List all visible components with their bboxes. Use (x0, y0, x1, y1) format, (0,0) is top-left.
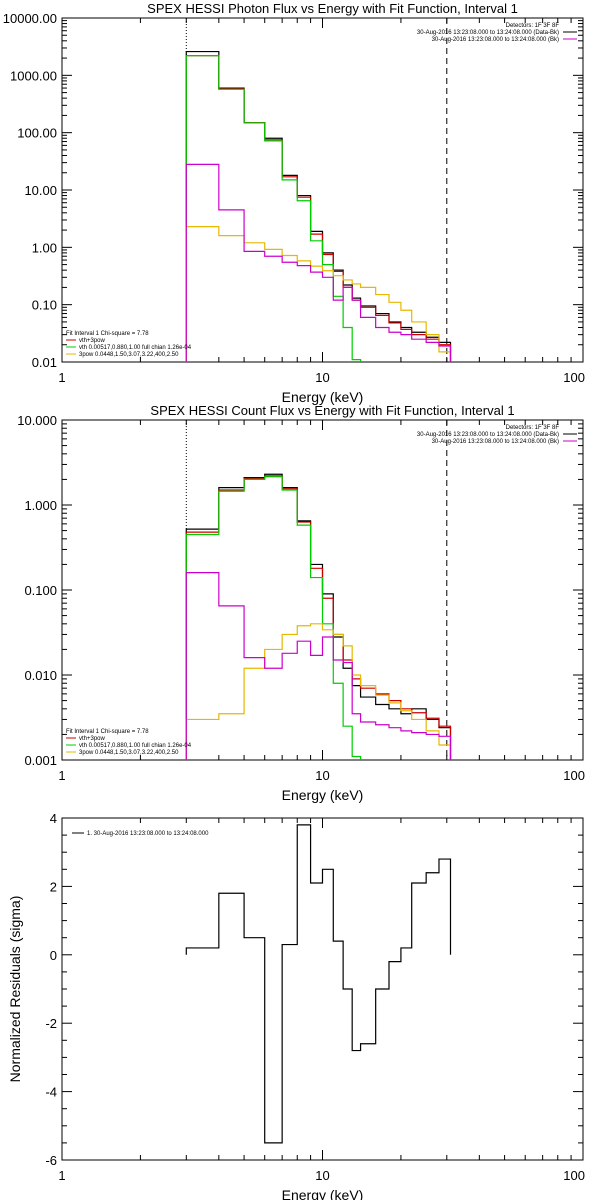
legend-entry: 1. 30-Aug-2016 13:23:08.000 to 13:24:08.… (87, 831, 209, 837)
y-axis: -6 -4 -2 0 2 4 Normalized Residuals (sigma) (7, 811, 583, 1168)
chart-panel-3: 1 10 100 Energy (keV) -6 -4 -2 0 2 4 Normalized Re… (7, 811, 585, 1200)
x-tick-label: 10 (315, 370, 329, 385)
x-axis-label: Energy (keV) (282, 1187, 364, 1200)
x-tick-label: 100 (563, 768, 585, 783)
y-tick-label: 1.00 (32, 240, 57, 255)
y-axis: 0.01 0.10 1.00 10.00 100.00 1000.00 10000.00 (3, 11, 583, 370)
legend-bottom-left: Fit Interval 1 Chi-square = 7.78vth+3pow… (66, 729, 192, 756)
legend-entry: 30-Aug-2016 13:23:08.000 to 13:24:08.000… (417, 432, 559, 438)
series-3pow-line (185, 623, 452, 760)
y-tick-label: 0.100 (24, 583, 57, 598)
y-tick-label: 10.00 (24, 183, 57, 198)
x-tick-label: 100 (563, 370, 585, 385)
x-tick-label: 10 (315, 768, 329, 783)
y-tick-label: 0.010 (24, 668, 57, 683)
legend-entry: Detectors: 1F 3F 8F (506, 23, 560, 29)
legend-entry: vth 0.00517,0.880,1.00 full chian 1.26e-… (79, 743, 192, 749)
series-background-line (185, 572, 452, 760)
series-data-line (185, 50, 452, 362)
y-tick-label: -6 (45, 1153, 57, 1168)
legend-entry: vth+3pow (79, 338, 106, 344)
series-vth-line (185, 476, 452, 760)
x-axis: 1 10 100 Energy (keV) (58, 818, 585, 1200)
y-tick-label: 0.001 (24, 753, 57, 768)
series-3pow-line (185, 225, 452, 362)
y-tick-label: 1.000 (24, 498, 57, 513)
x-tick-label: 1 (58, 1168, 65, 1183)
legend-entry: 30-Aug-2016 13:23:08.000 to 13:24:08.000… (417, 30, 559, 36)
legend-entry: Fit Interval 1 Chi-square = 7.78 (66, 331, 149, 337)
x-tick-label: 10 (315, 1168, 329, 1183)
y-tick-label: 4 (50, 811, 57, 826)
series-group (185, 473, 452, 760)
x-axis: 1 10 100 Energy (keV) (58, 420, 585, 803)
x-axis-label: Energy (keV) (282, 787, 364, 803)
chart-panel-2: SPEX HESSI Count Flux vs Energy with Fit… (17, 403, 585, 803)
x-tick-label: 1 (58, 370, 65, 385)
y-tick-label: 0.01 (32, 355, 57, 370)
legend-entry: Detectors: 1F 3F 8F (506, 425, 560, 431)
y-tick-label: -2 (45, 1016, 57, 1031)
legend-entry: vth+3pow (79, 736, 106, 742)
series-background-line (185, 163, 452, 362)
y-tick-label: 0 (50, 948, 57, 963)
series-data-line (185, 473, 452, 760)
x-axis: 1 10 100 Energy (keV) (58, 18, 585, 405)
y-axis: 0.001 0.010 0.100 1.000 10.000 (17, 413, 583, 768)
x-tick-label: 1 (58, 768, 65, 783)
series-vth-line (185, 55, 452, 362)
legend-entry: Fit Interval 1 Chi-square = 7.78 (66, 729, 149, 735)
legend-bottom-left: Fit Interval 1 Chi-square = 7.78vth+3pow… (66, 331, 192, 358)
legend-entry: 3pow 0.0448,1.50,3.07,3.22,400,2.50 (79, 750, 179, 756)
legend-entry: 30-Aug-2016 13:23:08.000 to 13:24:08.000… (432, 37, 559, 43)
y-tick-label: 10.000 (17, 413, 57, 428)
y-tick-label: 1000.00 (10, 68, 57, 83)
legend-entry: 30-Aug-2016 13:23:08.000 to 13:24:08.000… (432, 439, 559, 445)
y-tick-label: 0.10 (32, 298, 57, 313)
y-tick-label: 100.00 (17, 126, 57, 141)
legend-entry: vth 0.00517,0.880,1.00 full chian 1.26e-… (79, 345, 192, 351)
chart-title: SPEX HESSI Photon Flux vs Energy with Fi… (147, 1, 518, 16)
y-axis-label: Normalized Residuals (sigma) (7, 896, 23, 1083)
series-data-line (185, 824, 452, 1144)
x-tick-label: 100 (563, 1168, 585, 1183)
chart-panel-1: SPEX HESSI Photon Flux vs Energy with Fi… (3, 1, 585, 405)
series-group (185, 50, 452, 362)
legend-entry: 3pow 0.0448,1.50,3.07,3.22,400,2.50 (79, 352, 179, 358)
chart-title: SPEX HESSI Count Flux vs Energy with Fit… (150, 403, 514, 418)
y-tick-label: 2 (50, 879, 57, 894)
legend-top-left: 1. 30-Aug-2016 13:23:08.000 to 13:24:08.… (72, 831, 209, 837)
y-tick-label: -4 (45, 1085, 57, 1100)
series-vth-3pow-line (185, 55, 452, 362)
series-group (185, 824, 452, 1144)
x-axis-label: Energy (keV) (282, 389, 364, 405)
series-vth-3pow-line (185, 475, 452, 760)
y-tick-label: 10000.00 (3, 11, 57, 26)
plot-frame (61, 17, 584, 363)
